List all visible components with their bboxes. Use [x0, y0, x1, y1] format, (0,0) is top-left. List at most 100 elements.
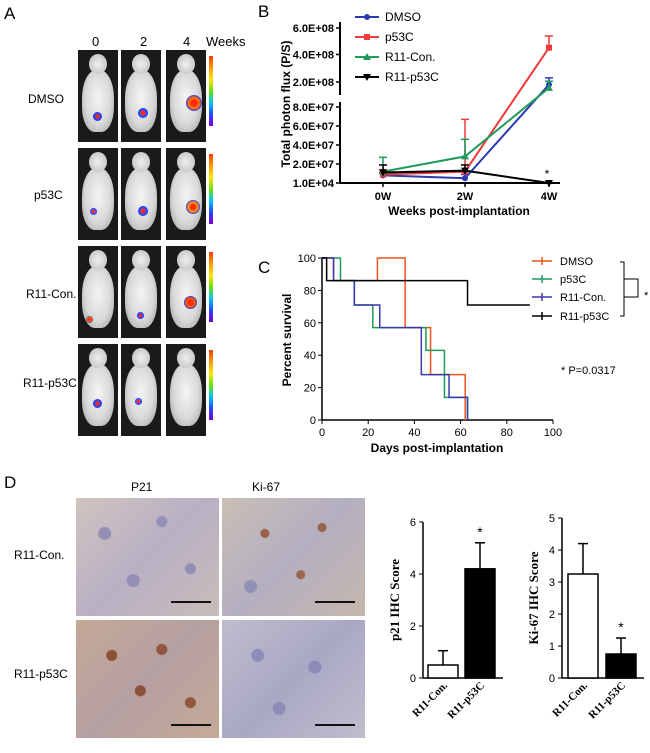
legend-marker	[363, 53, 371, 60]
y-tick-label: 60	[304, 318, 316, 330]
legend-label: R11-Con.	[560, 292, 606, 304]
ihc-image-r11p53c-p21	[76, 620, 219, 738]
mouse-head	[177, 152, 195, 172]
legend-label: DMSO	[560, 256, 593, 268]
y-axis-label: Percent survival	[280, 294, 294, 387]
survival-significance-star: *	[644, 290, 649, 302]
x-tick-label: 2W	[457, 191, 474, 203]
mouse-image	[121, 246, 161, 338]
y-tick-label: 2	[410, 621, 416, 633]
bioluminescence-signal	[86, 316, 93, 323]
mouse-body	[170, 168, 202, 230]
legend-label: p53C	[385, 30, 414, 44]
mouse-head	[177, 348, 195, 368]
mouse-image	[78, 148, 118, 240]
bar	[567, 573, 599, 679]
mouse-image	[166, 246, 206, 338]
y-axis-label: Total photon flux (P/S)	[279, 40, 293, 167]
mouse-image	[166, 344, 206, 436]
x-tick-label: 4W	[541, 191, 558, 203]
scale-bar	[171, 601, 211, 603]
data-point	[461, 167, 469, 175]
y-tick-label: 20	[304, 383, 316, 395]
y-axis-label: Ki-67 IHC Score	[526, 551, 541, 644]
survival-curve-3	[322, 257, 530, 306]
ihc-row-r11con: R11-Con.	[14, 548, 65, 562]
mouse-body	[82, 364, 114, 426]
x-tick-label: R11-p53C	[586, 680, 628, 722]
mouse-image	[121, 344, 161, 436]
timepoint-0: 0	[92, 34, 100, 49]
timepoint-4: 4	[183, 34, 191, 49]
colorbar-scale	[209, 154, 213, 224]
panel-b-letter: B	[258, 2, 270, 21]
y-tick-label: 4	[549, 545, 555, 557]
significance-bracket-outer	[620, 261, 625, 317]
panel-a-letter: A	[4, 4, 16, 23]
bioluminescence-signal	[93, 399, 102, 408]
bioluminescence-signal	[137, 312, 144, 319]
mouse-body	[125, 168, 157, 230]
group-label-r11con: R11-Con.	[26, 287, 77, 301]
x-tick-label: 80	[501, 427, 513, 439]
x-tick-label: R11-p53C	[445, 680, 487, 722]
weeks-label: Weeks	[206, 34, 246, 49]
legend-label: DMSO	[385, 10, 421, 24]
x-tick-label: 40	[408, 427, 420, 439]
bar	[605, 653, 637, 679]
scale-bar	[315, 601, 355, 603]
mouse-head	[89, 54, 107, 74]
y-tick-label: 8.0E+07	[293, 102, 334, 114]
mouse-body	[125, 364, 157, 426]
x-tick-label: 60	[454, 427, 466, 439]
panel-c-letter: C	[258, 258, 271, 277]
y-tick-label: 4.0E+08	[293, 50, 334, 62]
timepoint-2: 2	[140, 34, 148, 49]
survival-pvalue: * P=0.0317	[561, 365, 616, 377]
y-tick-label: 6	[410, 517, 416, 529]
mouse-image	[166, 50, 206, 142]
mouse-image	[78, 344, 118, 436]
data-point	[461, 152, 469, 160]
bioluminescence-signal	[90, 208, 97, 215]
data-point	[545, 179, 553, 187]
mouse-head	[177, 54, 195, 74]
legend-marker	[364, 14, 370, 20]
y-tick-label: 3	[549, 577, 555, 589]
group-label-dmso: DMSO	[28, 92, 64, 106]
mouse-head	[177, 250, 195, 270]
x-tick-label: R11-Con.	[550, 679, 590, 719]
mouse-head	[132, 250, 150, 270]
x-tick-label: 100	[544, 427, 562, 439]
y-tick-label: 2.0E+07	[293, 159, 334, 171]
mouse-head	[89, 348, 107, 368]
mouse-body	[170, 364, 202, 426]
ihc-image-r11con-ki67	[222, 498, 365, 616]
y-tick-label: 0	[410, 673, 416, 685]
bar	[427, 664, 459, 679]
scale-bar	[171, 724, 211, 726]
mouse-image	[166, 148, 206, 240]
mouse-body	[82, 168, 114, 230]
significance-star: *	[477, 524, 483, 540]
x-axis-label: Days post-implantation	[371, 441, 504, 455]
y-tick-label: 4	[410, 569, 416, 581]
bioluminescence-signal	[93, 112, 102, 121]
x-tick-label: 20	[362, 427, 374, 439]
y-tick-label: 100	[298, 253, 316, 265]
colorbar-scale	[209, 252, 213, 322]
data-point	[462, 175, 468, 182]
bioluminescence-signal	[138, 108, 148, 118]
bioluminescence-signal	[135, 398, 142, 405]
significance-star: *	[545, 167, 550, 181]
legend-marker	[364, 34, 370, 40]
group-label-p53c: p53C	[34, 188, 63, 202]
significance-bracket-inner	[624, 278, 639, 298]
mouse-head	[89, 152, 107, 172]
legend-label: R11-p53C	[385, 70, 439, 84]
mouse-head	[132, 54, 150, 74]
mouse-body	[125, 70, 157, 132]
bioluminescence-signal	[138, 206, 148, 216]
